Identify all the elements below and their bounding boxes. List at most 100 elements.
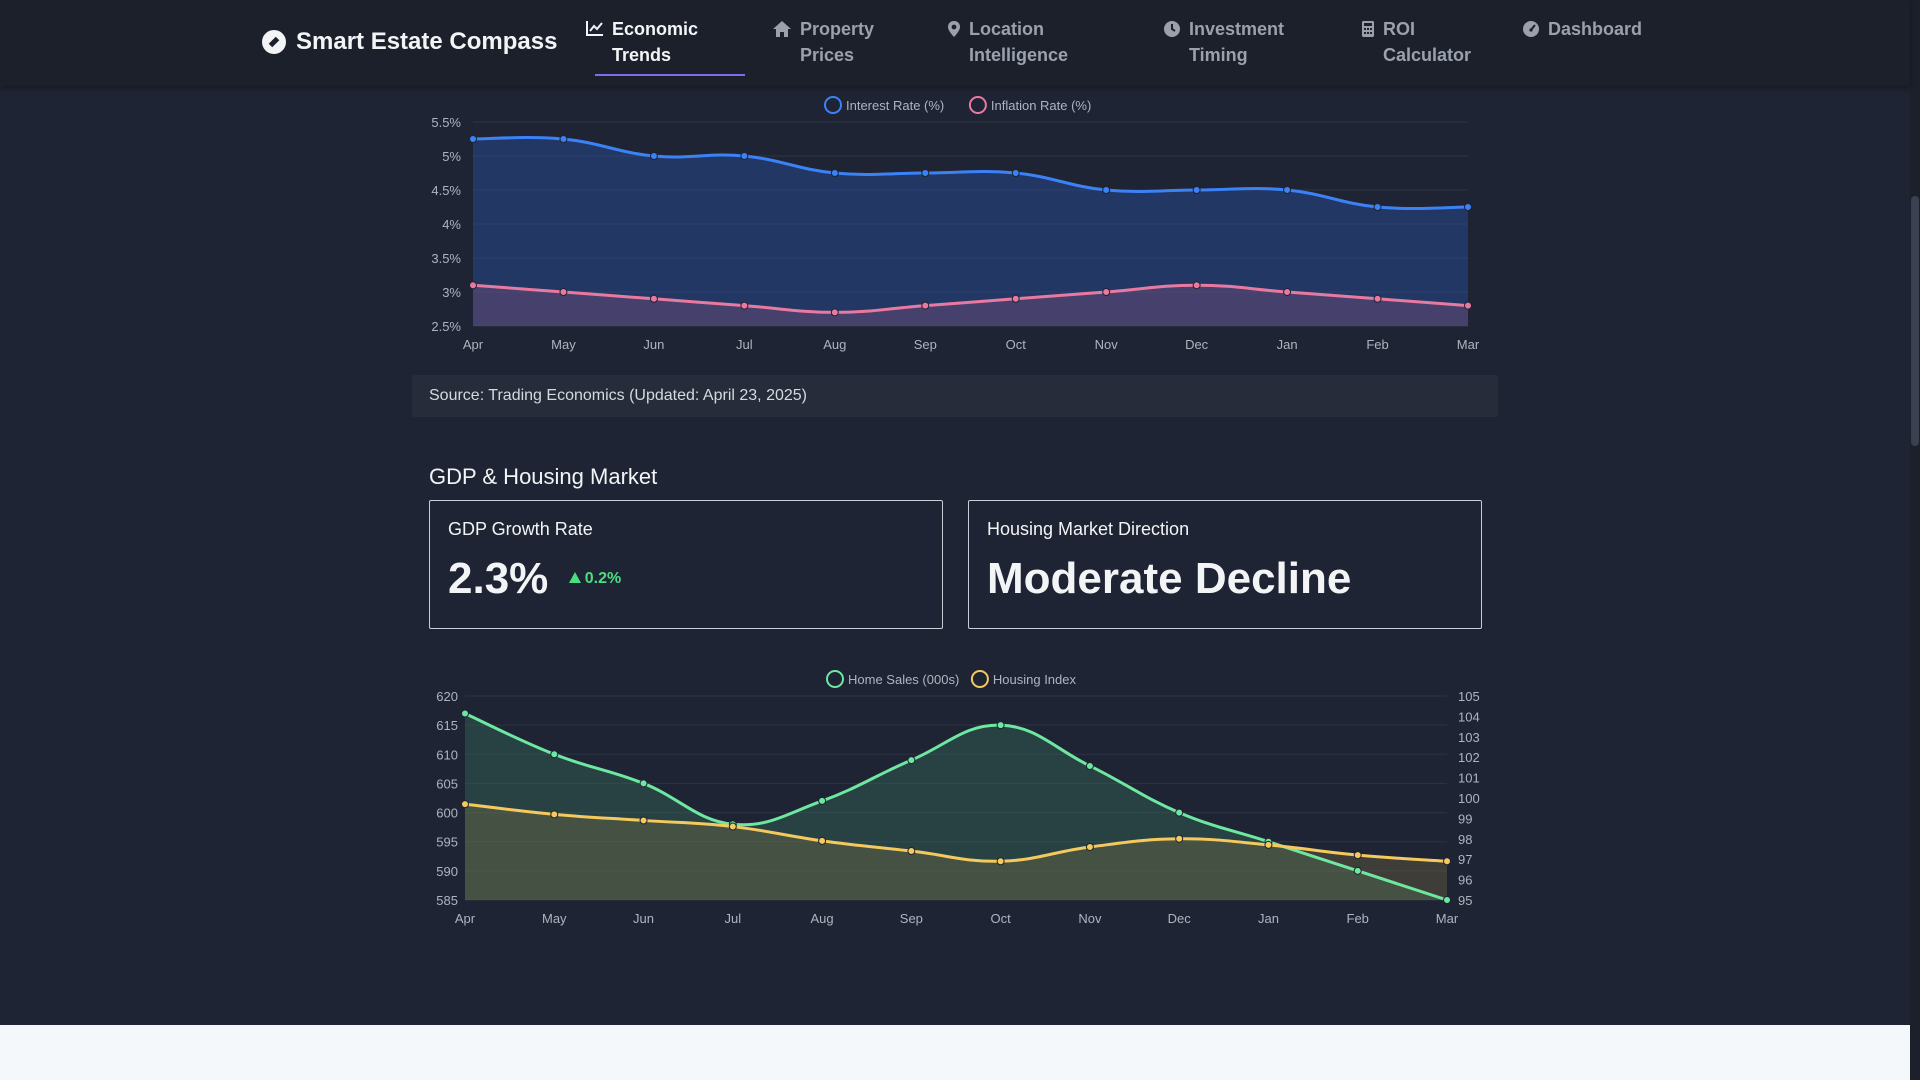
legend-label: Housing Index [993, 672, 1077, 687]
home-sales-index-chart-svg: 585 590 595 600 605 610 615 620 95 96 97 98 99 100 101… [436, 670, 1480, 926]
footer-area [0, 1025, 1910, 1080]
data-point [639, 779, 648, 788]
nav-label: Investment Timing [1189, 19, 1285, 65]
clock-icon [1164, 21, 1180, 37]
x-tick-label: Jul [725, 911, 742, 926]
gauge-icon [1523, 21, 1539, 37]
data-point [921, 169, 930, 177]
nav-economic-trends[interactable]: Economic Trends [586, 16, 742, 68]
y-tick-label-left: 620 [436, 689, 458, 704]
x-tick-label: Feb [1347, 911, 1369, 926]
data-point [921, 301, 930, 310]
data-point [830, 169, 839, 177]
legend-swatch [826, 670, 844, 688]
data-point [649, 152, 658, 160]
y-tick-label-right: 97 [1458, 852, 1472, 867]
x-tick-label: Jan [1277, 337, 1298, 352]
x-tick-label: Oct [1006, 337, 1027, 352]
brand-name: Smart Estate Compass [296, 28, 558, 55]
data-point [559, 288, 568, 296]
legend-label: Interest Rate (%) [846, 98, 944, 113]
interest-inflation-chart-svg: 2.5% 3% 3.5% 4% 4.5% 5% 5.5% Apr May Jun Jul Aug Sep… [431, 96, 1480, 352]
y-tick-label-left: 585 [436, 893, 458, 908]
x-tick-label: Sep [900, 911, 923, 926]
y-tick-label-right: 104 [1458, 709, 1480, 724]
x-tick-label: Nov [1095, 337, 1119, 352]
data-point [1011, 169, 1020, 177]
legend-swatch [968, 96, 987, 114]
page-scrollbar[interactable] [1910, 0, 1920, 1080]
x-tick-label: Nov [1078, 911, 1102, 926]
y-tick-label: 4.5% [431, 183, 461, 198]
data-point [1443, 896, 1451, 904]
y-tick-label: 3% [442, 285, 461, 300]
data-point [1192, 281, 1201, 290]
gdp-growth-card: GDP Growth Rate 2.3% 0.2% [429, 500, 943, 629]
nav-label: Location Intelligence [969, 19, 1069, 65]
y-tick-label-right: 95 [1458, 893, 1472, 908]
data-point [1175, 808, 1184, 817]
data-point [1085, 842, 1094, 851]
housing-direction-card: Housing Market Direction Moderate Declin… [968, 500, 1482, 629]
interest-inflation-chart: 2.5% 3% 3.5% 4% 4.5% 5% 5.5% Apr May Jun Jul Aug Sep… [412, 90, 1502, 365]
nav-property-prices[interactable]: Property Prices [772, 16, 910, 68]
series-line [464, 802, 1448, 863]
data-point [469, 281, 477, 290]
data-point [1353, 866, 1362, 875]
data-point [996, 721, 1005, 730]
line-chart-icon [586, 21, 603, 36]
y-tick-label: 5.5% [431, 115, 461, 130]
x-tick-label: Mar [1436, 911, 1459, 926]
nav-location-intelligence[interactable]: Location Intelligence [947, 16, 1119, 68]
legend-swatch [970, 670, 989, 688]
nav-label: Property Prices [800, 19, 875, 65]
y-tick-label-right: 98 [1458, 832, 1472, 847]
x-tick-label: May [551, 337, 576, 352]
data-point [1085, 761, 1094, 770]
nav-dashboard[interactable]: Dashboard [1522, 16, 1658, 42]
data-point [1283, 288, 1292, 296]
x-tick-label: Aug [823, 337, 846, 352]
data-point [1464, 301, 1472, 310]
brand[interactable]: Smart Estate Compass [262, 28, 557, 56]
y-tick-label-right: 100 [1458, 791, 1480, 806]
data-point [1464, 203, 1472, 211]
y-tick-label-left: 590 [436, 864, 458, 879]
x-tick-label: Feb [1366, 337, 1388, 352]
gdp-growth-value: 2.3% [448, 554, 549, 603]
y-tick-label-right: 101 [1458, 771, 1480, 786]
x-tick-label: Mar [1457, 337, 1480, 352]
nav-investment-timing[interactable]: Investment Timing [1163, 16, 1329, 68]
active-tab-indicator [595, 74, 745, 76]
change-value: 0.2% [584, 570, 622, 587]
data-point [559, 135, 568, 143]
up-arrow-icon [568, 572, 581, 583]
housing-direction-value: Moderate Decline [987, 554, 1352, 603]
home-sales-index-chart: 585 590 595 600 605 610 615 620 95 96 97 98 99 100 101… [412, 664, 1502, 939]
data-point [996, 857, 1005, 866]
data-point [907, 847, 916, 856]
y-tick-label: 3.5% [431, 251, 461, 266]
data-point [469, 135, 477, 143]
y-tick-label-right: 96 [1458, 873, 1472, 888]
section-title: GDP & Housing Market [429, 464, 658, 489]
data-point [1011, 294, 1020, 303]
x-tick-label: Jan [1258, 911, 1279, 926]
data-point [1353, 851, 1362, 860]
data-point [818, 796, 827, 805]
card-label: Housing Market Direction [987, 519, 1190, 539]
y-tick-label-right: 102 [1458, 750, 1480, 765]
data-point [639, 816, 648, 825]
y-tick-label-left: 615 [436, 718, 458, 733]
compass-icon [262, 30, 286, 54]
series-area [473, 137, 1468, 326]
data-point [1283, 186, 1292, 194]
nav-roi-calculator[interactable]: ROI Calculator [1361, 16, 1483, 68]
legend-label: Inflation Rate (%) [991, 98, 1091, 113]
scrollbar-thumb[interactable] [1911, 196, 1919, 446]
x-tick-label: Apr [455, 911, 476, 926]
data-point [1175, 834, 1184, 843]
calculator-icon [1362, 21, 1374, 37]
data-point [550, 810, 559, 819]
series-line [472, 136, 1469, 210]
